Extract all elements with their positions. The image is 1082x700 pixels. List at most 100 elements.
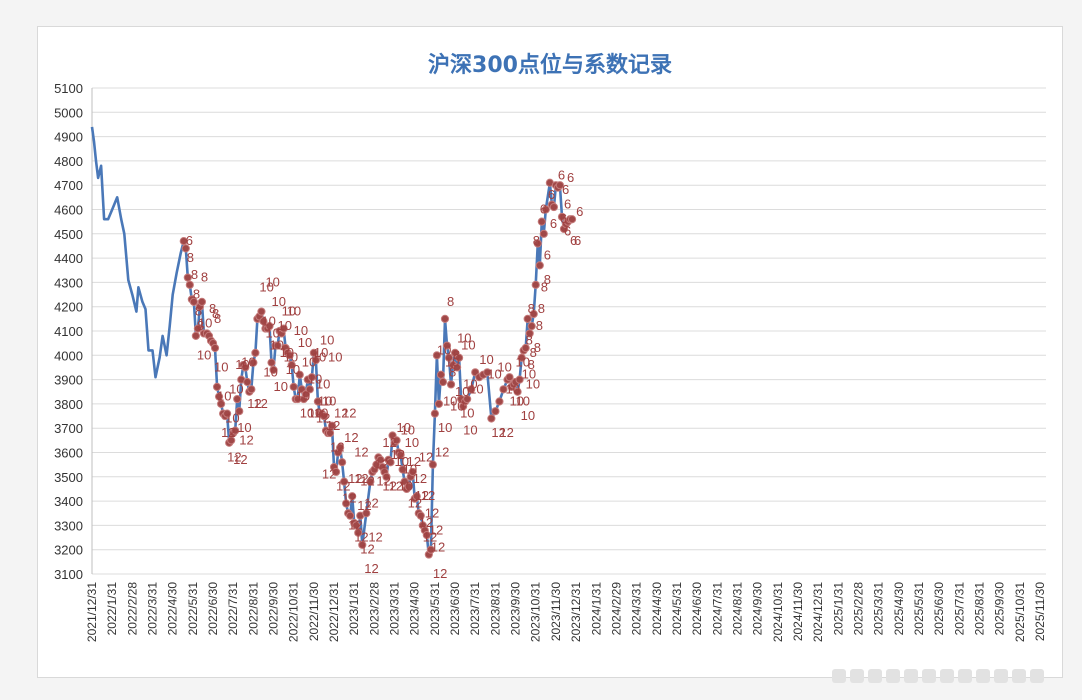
x-tick-label: 2024/5/31 [670,582,684,636]
data-point [285,351,294,360]
y-tick-label: 4600 [54,203,83,218]
data-point [376,455,385,464]
data-point [327,421,337,430]
point-label: 12 [408,496,422,511]
point-label: 10 [487,367,501,382]
data-point [428,460,437,469]
data-point [444,353,454,362]
point-label: 10 [312,350,326,365]
point-label: 10 [278,318,292,333]
x-tick-label: 2024/9/30 [751,582,765,636]
x-tick-label: 2025/9/30 [993,582,1007,636]
point-label: 10 [397,420,411,435]
data-point [382,472,391,481]
data-point [398,465,407,474]
point-label: 10 [237,420,251,435]
point-label: 12 [407,454,421,469]
x-tick-label: 2022/2/28 [125,582,139,636]
data-point [287,360,296,370]
point-label: 8 [191,267,198,282]
data-point [313,397,323,406]
data-point [223,409,232,418]
point-label: 10 [463,376,477,391]
point-label: 12 [374,457,388,472]
point-label: 12 [376,474,390,489]
point-label: 10 [294,323,308,338]
data-point [386,458,395,467]
point-label: 8 [541,279,548,294]
data-point [348,492,357,501]
point-label: 10 [225,410,239,425]
data-point [259,317,268,326]
x-tick-label: 2023/6/30 [448,582,462,636]
data-point [527,322,536,331]
data-point [517,353,526,362]
point-label: 10 [510,393,524,408]
y-tick-label: 4300 [54,275,83,290]
y-tick-label: 4000 [54,348,83,363]
point-label: 8 [528,357,535,372]
point-label: 12 [354,471,368,486]
x-tick-label: 2023/12/31 [569,582,583,642]
data-point [426,545,435,554]
y-tick-label: 4700 [54,178,83,193]
x-tick-label: 2022/6/30 [206,582,220,636]
y-tick-label: 3100 [54,567,83,582]
point-label: 10 [302,355,316,370]
point-label: 10 [198,316,212,331]
data-point [183,273,192,282]
point-label: 12 [382,435,396,450]
point-label: 10 [460,406,474,421]
point-label: 12 [364,561,378,576]
y-tick-label: 3700 [54,421,83,436]
data-point [289,382,298,391]
data-point [523,314,532,323]
point-label: 6 [574,233,581,248]
point-label: 10 [269,338,283,353]
data-point [408,467,417,477]
point-label: 12 [364,496,378,511]
data-point [193,324,202,333]
point-label: 10 [479,352,493,367]
data-point [446,380,456,389]
y-tick-label: 3800 [54,397,83,412]
x-tick-label: 2024/4/30 [650,582,664,636]
point-label: 8 [193,287,200,302]
point-label: 10 [241,355,255,370]
x-tick-label: 2025/5/31 [912,582,926,636]
data-point [352,521,361,530]
data-point [452,363,462,372]
data-point [430,409,439,418]
x-tick-label: 2023/10/31 [529,582,543,642]
point-label: 12 [429,522,443,537]
x-tick-label: 2023/3/31 [388,582,402,636]
data-point [181,244,190,253]
data-point [521,343,530,353]
data-point [434,399,444,408]
point-label: 12 [360,542,374,557]
y-tick-label: 4900 [54,130,83,145]
point-label: 12 [433,566,447,581]
x-tick-label: 2023/4/30 [408,582,422,636]
x-tick-label: 2022/8/31 [246,582,260,636]
point-label: 6 [564,197,571,212]
x-tick-label: 2022/7/31 [226,582,240,636]
data-point [362,509,371,518]
x-tick-label: 2024/6/30 [690,582,704,636]
x-tick-label: 2023/5/31 [428,582,442,636]
data-point [269,365,278,374]
point-label: 10 [521,408,535,423]
point-label: 10 [308,406,322,421]
point-label: 12 [368,530,382,545]
y-tick-label: 3600 [54,446,83,461]
point-label: 10 [522,367,536,382]
point-label: 12 [415,488,429,503]
x-tick-label: 2022/11/30 [307,582,321,641]
point-label: 10 [399,479,413,494]
chart-frame: 沪深300点位与系数记录 [37,26,1063,678]
data-point [567,215,577,224]
data-point [319,411,329,421]
point-label: 8 [209,301,216,316]
y-tick-label: 3300 [54,518,83,533]
data-point [342,499,351,508]
